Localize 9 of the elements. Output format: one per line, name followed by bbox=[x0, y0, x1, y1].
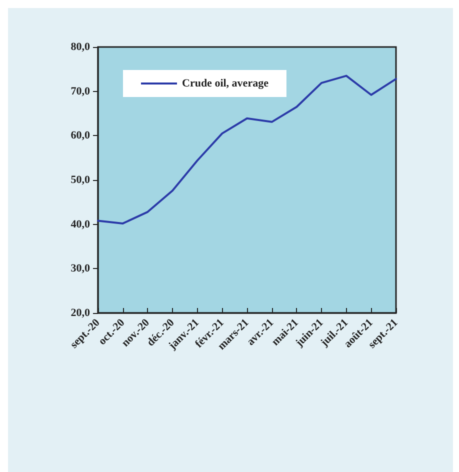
legend-label: Crude oil, average bbox=[182, 78, 269, 90]
y-tick-label: 50,0 bbox=[70, 174, 90, 186]
y-tick-label: 30,0 bbox=[70, 262, 90, 275]
y-tick-label: 40,0 bbox=[70, 218, 90, 230]
y-tick-label: 70,0 bbox=[70, 85, 90, 98]
y-tick-label: 20,0 bbox=[70, 307, 90, 319]
line-series bbox=[97, 74, 397, 224]
y-tick-label: 80,0 bbox=[70, 41, 90, 53]
y-tick-label: 60,0 bbox=[70, 130, 90, 142]
